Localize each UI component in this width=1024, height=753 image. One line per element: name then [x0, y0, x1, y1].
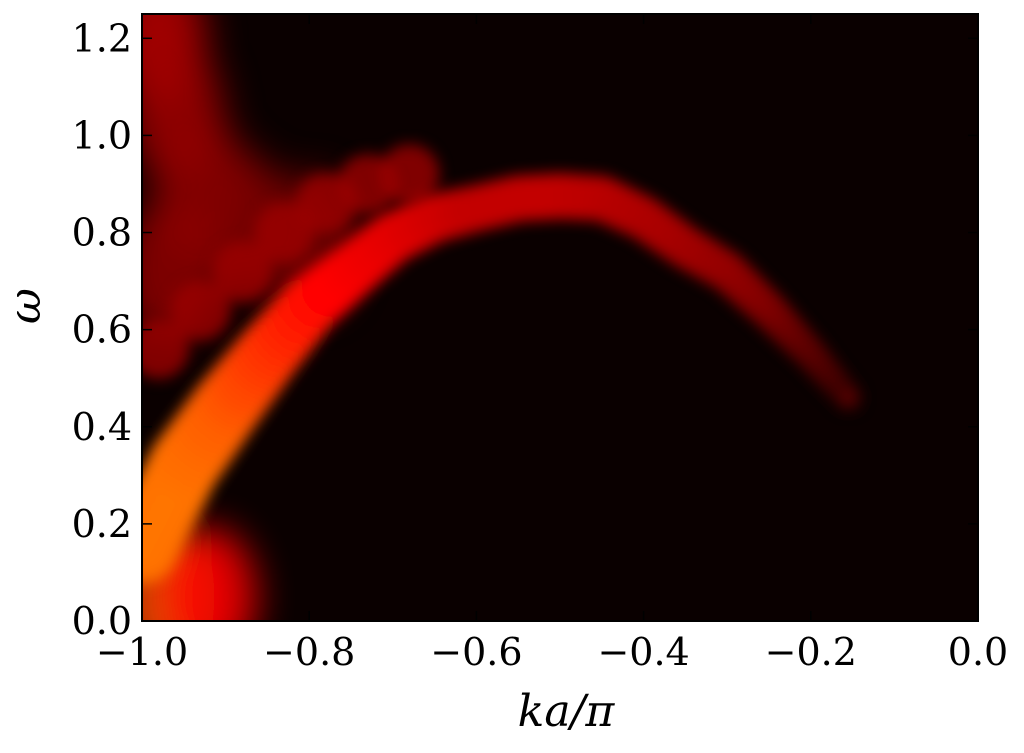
- y-tick-label: 0.4: [72, 405, 132, 449]
- x-tick-label: −0.6: [430, 630, 522, 674]
- x-tick-label: −1.0: [96, 630, 188, 674]
- heatmap-secondary-branch: [142, 144, 440, 380]
- y-tick-label: 1.0: [72, 113, 132, 157]
- y-tick-label: 0.6: [72, 308, 132, 352]
- plot-frame: [141, 13, 979, 622]
- x-tick-label: 0.0: [948, 630, 1008, 674]
- plot-area: [141, 13, 979, 622]
- y-tick-label: 0.2: [72, 502, 132, 546]
- heatmap-secondary-blob: [212, 241, 273, 302]
- heatmap-secondary-blob: [254, 202, 315, 263]
- y-tick-label: 0.8: [72, 211, 132, 255]
- x-axis-label: ka/π: [518, 686, 616, 737]
- y-tick-label: 0.0: [72, 599, 132, 643]
- x-tick-label: −0.2: [765, 630, 857, 674]
- heatmap-haze-blob: [160, 526, 257, 621]
- x-tick-label: −0.8: [263, 630, 355, 674]
- heatmap-secondary-blob: [142, 319, 189, 380]
- y-tick-label: 1.2: [72, 16, 132, 60]
- y-axis-label: ω: [0, 288, 51, 324]
- heatmap-main-band: [142, 173, 862, 585]
- heatmap-band-core: [841, 390, 856, 405]
- heatmap-secondary-blob: [379, 144, 440, 205]
- x-axis-ticks: −1.0 −0.8 −0.6 −0.4 −0.2 0.0: [96, 14, 1008, 674]
- heatmap-secondary-blob: [170, 280, 231, 341]
- x-tick-label: −0.4: [597, 630, 689, 674]
- heatmap-intensity: [142, 14, 862, 621]
- y-axis-ticks: 0.0 0.2 0.4 0.6 0.8 1.0 1.2: [72, 16, 978, 643]
